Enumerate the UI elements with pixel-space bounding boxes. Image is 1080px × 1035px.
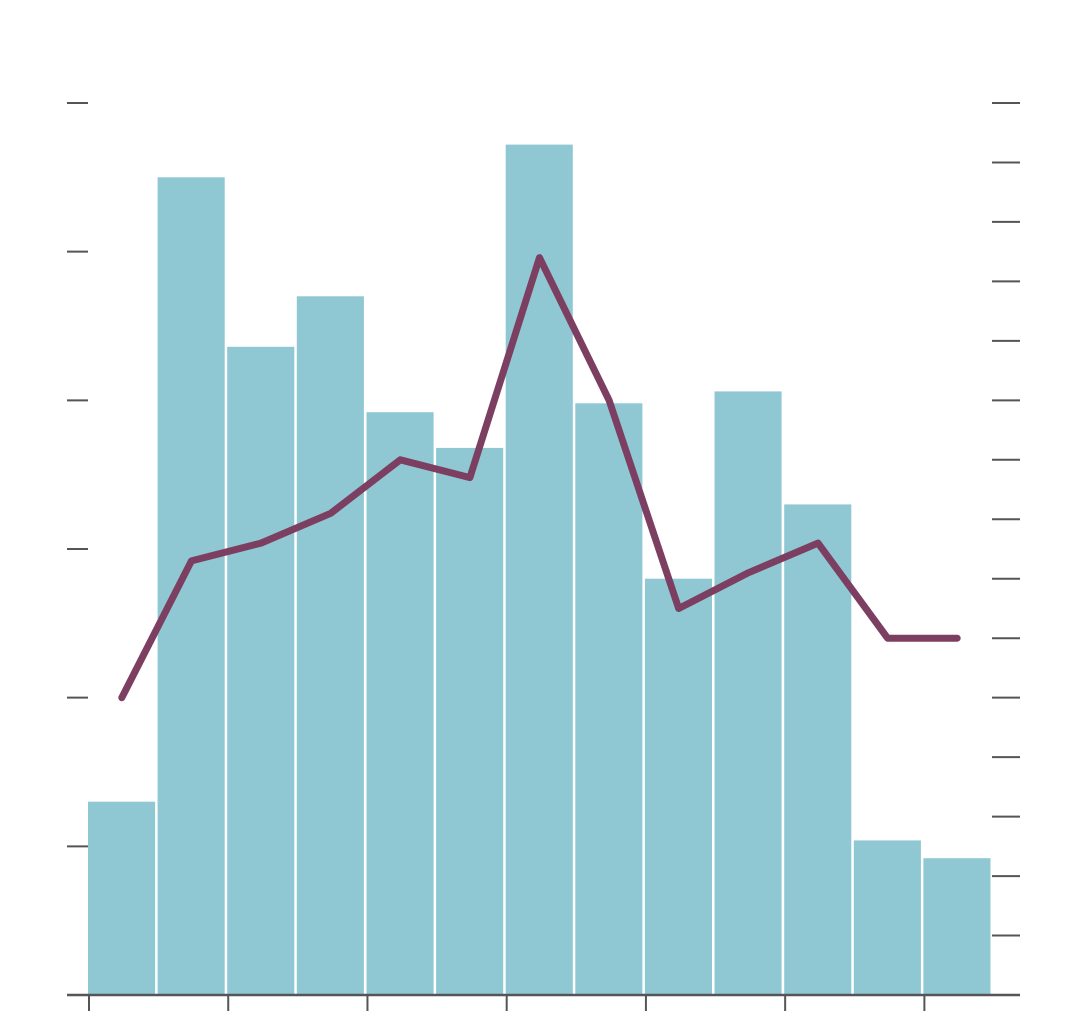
bar: [923, 858, 991, 995]
bar: [436, 447, 504, 995]
line-series: [118, 254, 961, 702]
right-y-axis: [992, 102, 1020, 996]
x-axis: [67, 993, 1020, 1011]
bar: [227, 346, 295, 995]
series-line: [118, 254, 961, 702]
left-y-axis: [67, 102, 88, 996]
bar: [644, 578, 712, 995]
bar: [853, 840, 921, 995]
bar: [784, 504, 852, 995]
bar-series: [88, 144, 991, 996]
bar: [714, 391, 782, 995]
bar: [88, 801, 156, 995]
bar: [157, 177, 225, 996]
bar: [505, 144, 573, 996]
bar: [575, 403, 643, 995]
bar: [296, 296, 364, 995]
bar: [366, 412, 434, 995]
